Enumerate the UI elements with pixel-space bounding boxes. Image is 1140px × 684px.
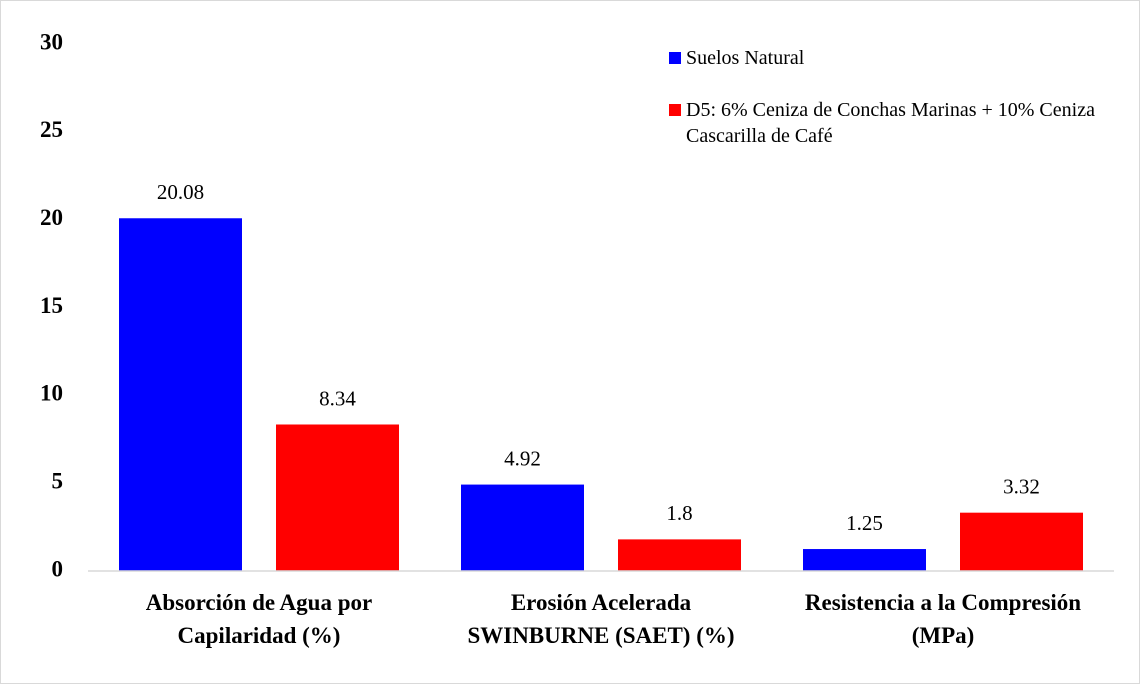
x-tick-label: Erosión Acelerada SWINBURNE (SAET) (%) (467, 590, 735, 648)
bar (119, 218, 242, 571)
bar (803, 549, 926, 571)
y-tick-label: 10 (40, 381, 63, 406)
value-label: 8.34 (319, 386, 356, 410)
value-label: 20.08 (157, 180, 204, 204)
bar (960, 512, 1083, 571)
y-tick-label: 30 (40, 29, 63, 54)
y-tick-label: 15 (40, 293, 63, 318)
y-tick-label: 25 (40, 117, 63, 142)
value-label: 3.32 (1003, 474, 1040, 498)
value-label: 1.25 (846, 511, 883, 535)
bar (276, 424, 399, 571)
value-label: 1.8 (666, 501, 692, 525)
value-label: 4.92 (504, 446, 541, 470)
x-tick-label: Resistencia a la Compresión (MPa) (804, 590, 1082, 648)
legend-label: D5: 6% Ceniza de Conchas Marinas + 10% C… (686, 99, 1095, 147)
bar (461, 484, 584, 571)
legend-swatch (669, 52, 681, 64)
bar (618, 539, 741, 571)
legend-entry: D5: 6% Ceniza de Conchas Marinas + 10% C… (669, 97, 1109, 149)
y-tick-label: 5 (52, 468, 64, 493)
legend: Suelos Natural D5: 6% Ceniza de Conchas M… (669, 45, 1109, 175)
legend-label: Suelos Natural (686, 47, 805, 69)
legend-swatch (669, 104, 681, 116)
legend-entry: Suelos Natural (669, 45, 1109, 71)
x-tick-label: Absorción de Agua por Capilaridad (%) (145, 590, 373, 648)
y-tick-label: 0 (52, 556, 64, 581)
y-tick-label: 20 (40, 205, 63, 230)
